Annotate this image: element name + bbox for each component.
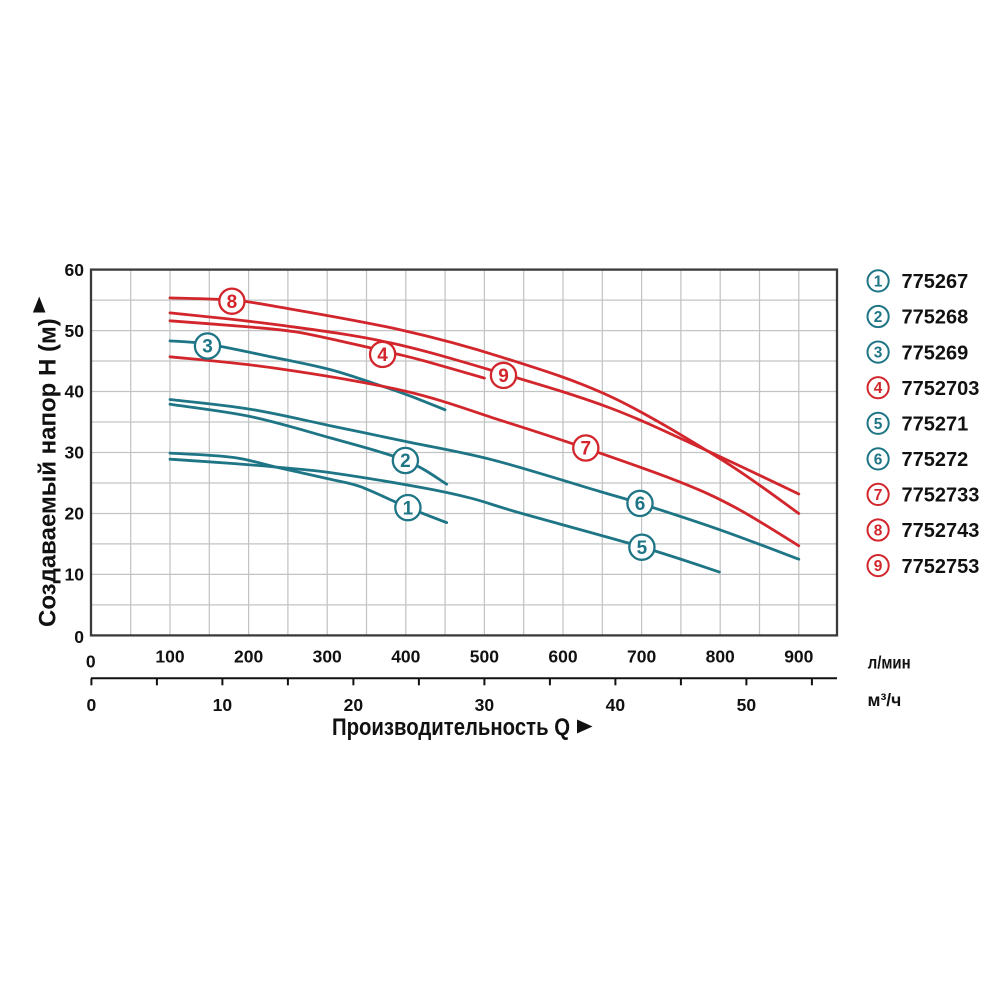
svg-text:775268: 775268 <box>902 307 969 329</box>
svg-text:5: 5 <box>874 416 883 433</box>
svg-text:9: 9 <box>498 366 509 387</box>
svg-text:8: 8 <box>227 292 238 313</box>
svg-text:40: 40 <box>65 382 85 402</box>
svg-text:7: 7 <box>581 439 592 460</box>
svg-text:4: 4 <box>377 345 388 366</box>
svg-text:100: 100 <box>155 646 184 666</box>
svg-text:1: 1 <box>874 273 883 290</box>
svg-text:775272: 775272 <box>902 449 969 471</box>
svg-text:20: 20 <box>344 695 364 715</box>
svg-text:4: 4 <box>874 380 883 397</box>
svg-text:775267: 775267 <box>902 271 969 293</box>
svg-text:7752753: 7752753 <box>902 556 980 578</box>
svg-text:7752733: 7752733 <box>902 485 980 507</box>
svg-text:775269: 775269 <box>902 342 969 364</box>
svg-text:7: 7 <box>874 487 883 504</box>
svg-text:30: 30 <box>475 695 495 715</box>
svg-text:3: 3 <box>202 337 213 358</box>
svg-text:3: 3 <box>874 345 883 362</box>
svg-text:775271: 775271 <box>902 414 969 436</box>
svg-text:7752703: 7752703 <box>902 378 980 400</box>
svg-text:300: 300 <box>313 646 342 666</box>
svg-text:600: 600 <box>548 646 577 666</box>
svg-text:500: 500 <box>470 646 499 666</box>
svg-text:800: 800 <box>706 646 735 666</box>
svg-text:400: 400 <box>391 646 420 666</box>
svg-text:700: 700 <box>627 646 656 666</box>
svg-text:2: 2 <box>400 451 411 472</box>
svg-text:900: 900 <box>784 646 813 666</box>
svg-text:Производительность Q: Производительность Q <box>332 714 570 741</box>
svg-text:20: 20 <box>65 504 85 524</box>
svg-text:200: 200 <box>234 646 263 666</box>
svg-text:6: 6 <box>874 451 883 468</box>
svg-text:л/мин: л/мин <box>868 653 911 673</box>
svg-text:50: 50 <box>737 695 757 715</box>
svg-text:0: 0 <box>87 695 97 715</box>
svg-text:5: 5 <box>637 538 648 559</box>
svg-text:10: 10 <box>65 565 85 585</box>
svg-text:1: 1 <box>403 498 414 519</box>
svg-text:м³/ч: м³/ч <box>868 690 902 710</box>
svg-text:40: 40 <box>606 695 626 715</box>
svg-text:0: 0 <box>86 651 96 671</box>
svg-text:Создаваемый напор Н (м): Создаваемый напор Н (м) <box>35 318 62 627</box>
svg-text:6: 6 <box>635 494 646 515</box>
svg-text:30: 30 <box>65 443 85 463</box>
svg-text:9: 9 <box>874 558 883 575</box>
svg-text:8: 8 <box>874 523 883 540</box>
svg-text:0: 0 <box>74 627 84 647</box>
svg-text:60: 60 <box>65 260 85 280</box>
svg-text:10: 10 <box>213 695 233 715</box>
svg-text:50: 50 <box>65 321 85 341</box>
svg-text:7752743: 7752743 <box>902 520 980 542</box>
svg-text:2: 2 <box>874 309 883 326</box>
